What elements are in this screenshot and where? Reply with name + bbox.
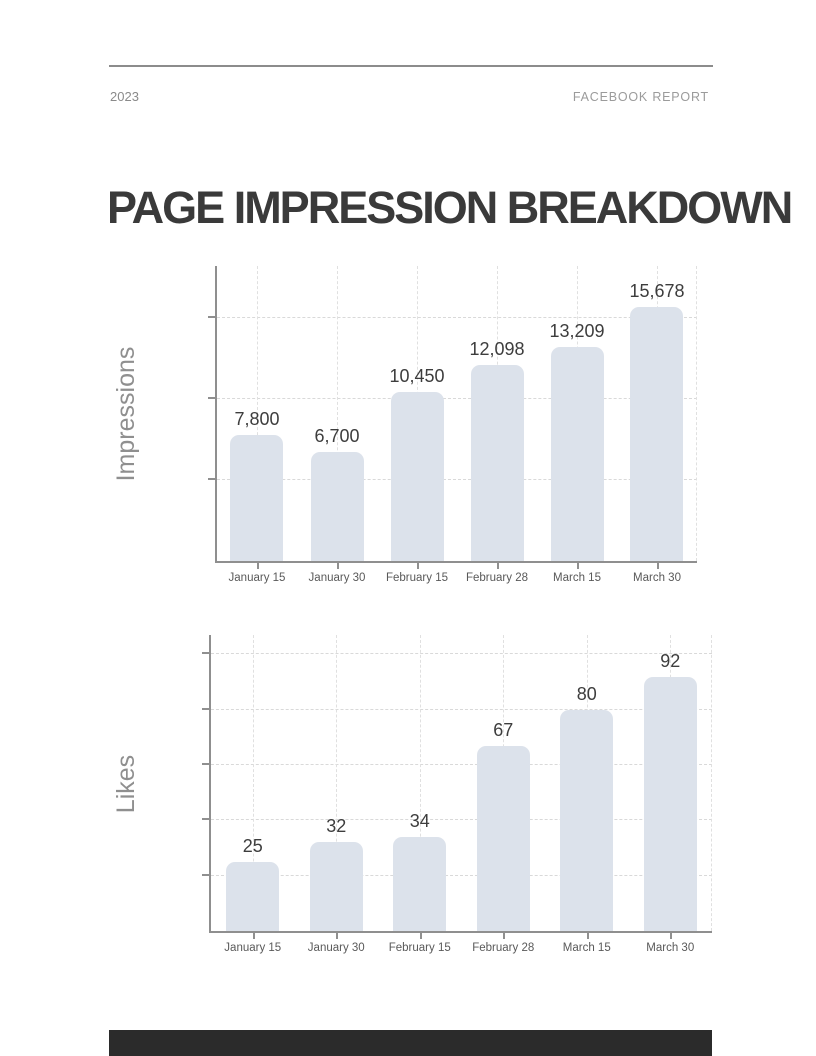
x-axis-tick xyxy=(336,933,339,939)
bar-value-label: 80 xyxy=(576,683,597,704)
likes-bar-chart: 25 January 15 32 January 30 34 February 15 67 F… xyxy=(202,635,712,954)
x-axis-tick xyxy=(586,933,589,939)
x-category-label: January 30 xyxy=(308,572,366,584)
y-axis-tick xyxy=(208,315,215,318)
bar-value-label: 7,800 xyxy=(234,408,280,429)
bar-value-label: 34 xyxy=(409,810,430,831)
bar xyxy=(476,745,530,931)
bar-value-label: 12,098 xyxy=(469,338,525,359)
x-category-label: January 15 xyxy=(224,942,282,954)
x-axis-tick xyxy=(252,933,255,939)
x-category-label: January 30 xyxy=(307,942,365,954)
impressions-bar-chart: 7,800 January 15 6,700 January 30 10,450 Febr… xyxy=(208,266,697,584)
v-gridline xyxy=(252,635,254,931)
h-gridline xyxy=(211,874,712,876)
x-axis-tick xyxy=(419,933,422,939)
v-gridline xyxy=(336,635,338,931)
x-axis-tick xyxy=(503,933,506,939)
bar-value-label: 10,450 xyxy=(389,365,445,386)
bar-value-label: 25 xyxy=(242,835,263,856)
header-year: 2023 xyxy=(110,89,139,104)
x-axis-tick xyxy=(337,563,339,569)
header-divider xyxy=(109,65,713,67)
bar xyxy=(226,861,280,931)
x-category-label: March 30 xyxy=(633,572,681,584)
page-title: PAGE IMPRESSION BREAKDOWN xyxy=(107,182,793,233)
y-axis-tick xyxy=(208,396,215,399)
x-axis-tick xyxy=(497,563,499,569)
x-category-label: March 15 xyxy=(562,942,611,954)
bar-value-label: 6,700 xyxy=(314,426,360,447)
y-axis-tick xyxy=(202,763,209,766)
v-gridline xyxy=(711,635,712,931)
v-gridline xyxy=(337,266,338,561)
x-category-label: February 28 xyxy=(472,942,535,954)
y-axis-tick xyxy=(202,707,209,710)
h-gridline xyxy=(211,819,712,821)
bar xyxy=(390,391,444,561)
footer-accent-bar xyxy=(109,1030,712,1056)
x-category-label: January 15 xyxy=(228,572,286,584)
header-report-label: FACEBOOK REPORT xyxy=(572,90,709,104)
x-category-label: February 28 xyxy=(465,572,529,584)
v-gridline xyxy=(696,266,697,561)
bar xyxy=(393,836,447,931)
h-gridline xyxy=(211,764,712,766)
x-axis-tick xyxy=(657,563,659,569)
bar xyxy=(470,364,524,561)
x-axis-tick xyxy=(577,563,579,569)
x-category-label: February 15 xyxy=(388,942,451,954)
h-gridline xyxy=(211,653,712,655)
bar xyxy=(560,709,614,931)
bar-value-label: 15,678 xyxy=(629,280,685,301)
x-category-label: March 15 xyxy=(553,572,601,584)
y-axis-title-likes: Likes xyxy=(112,754,140,814)
y-axis-tick xyxy=(202,652,209,655)
v-gridline xyxy=(419,635,421,931)
h-gridline xyxy=(211,708,712,710)
h-gridline xyxy=(217,316,697,318)
x-category-label: February 15 xyxy=(385,572,449,584)
bar xyxy=(230,434,284,561)
bar-value-label: 32 xyxy=(326,816,347,837)
h-gridline xyxy=(217,478,697,480)
bar-value-label: 67 xyxy=(493,719,514,740)
x-category-label: March 30 xyxy=(646,942,695,954)
bar-value-label: 13,209 xyxy=(549,320,605,341)
bar-value-label: 92 xyxy=(660,650,681,671)
y-axis-tick xyxy=(208,477,215,480)
v-gridline xyxy=(256,266,258,561)
bar xyxy=(550,346,604,561)
y-axis-title-impressions: Impressions xyxy=(112,346,140,482)
y-axis-tick xyxy=(202,818,209,821)
x-axis-tick xyxy=(670,933,673,939)
bar xyxy=(309,842,363,931)
x-axis-tick xyxy=(417,563,419,569)
h-gridline xyxy=(217,397,697,399)
bar xyxy=(643,676,697,931)
x-axis-tick xyxy=(256,563,259,569)
bar xyxy=(310,452,364,561)
bar xyxy=(630,306,684,561)
y-axis-tick xyxy=(202,873,209,876)
